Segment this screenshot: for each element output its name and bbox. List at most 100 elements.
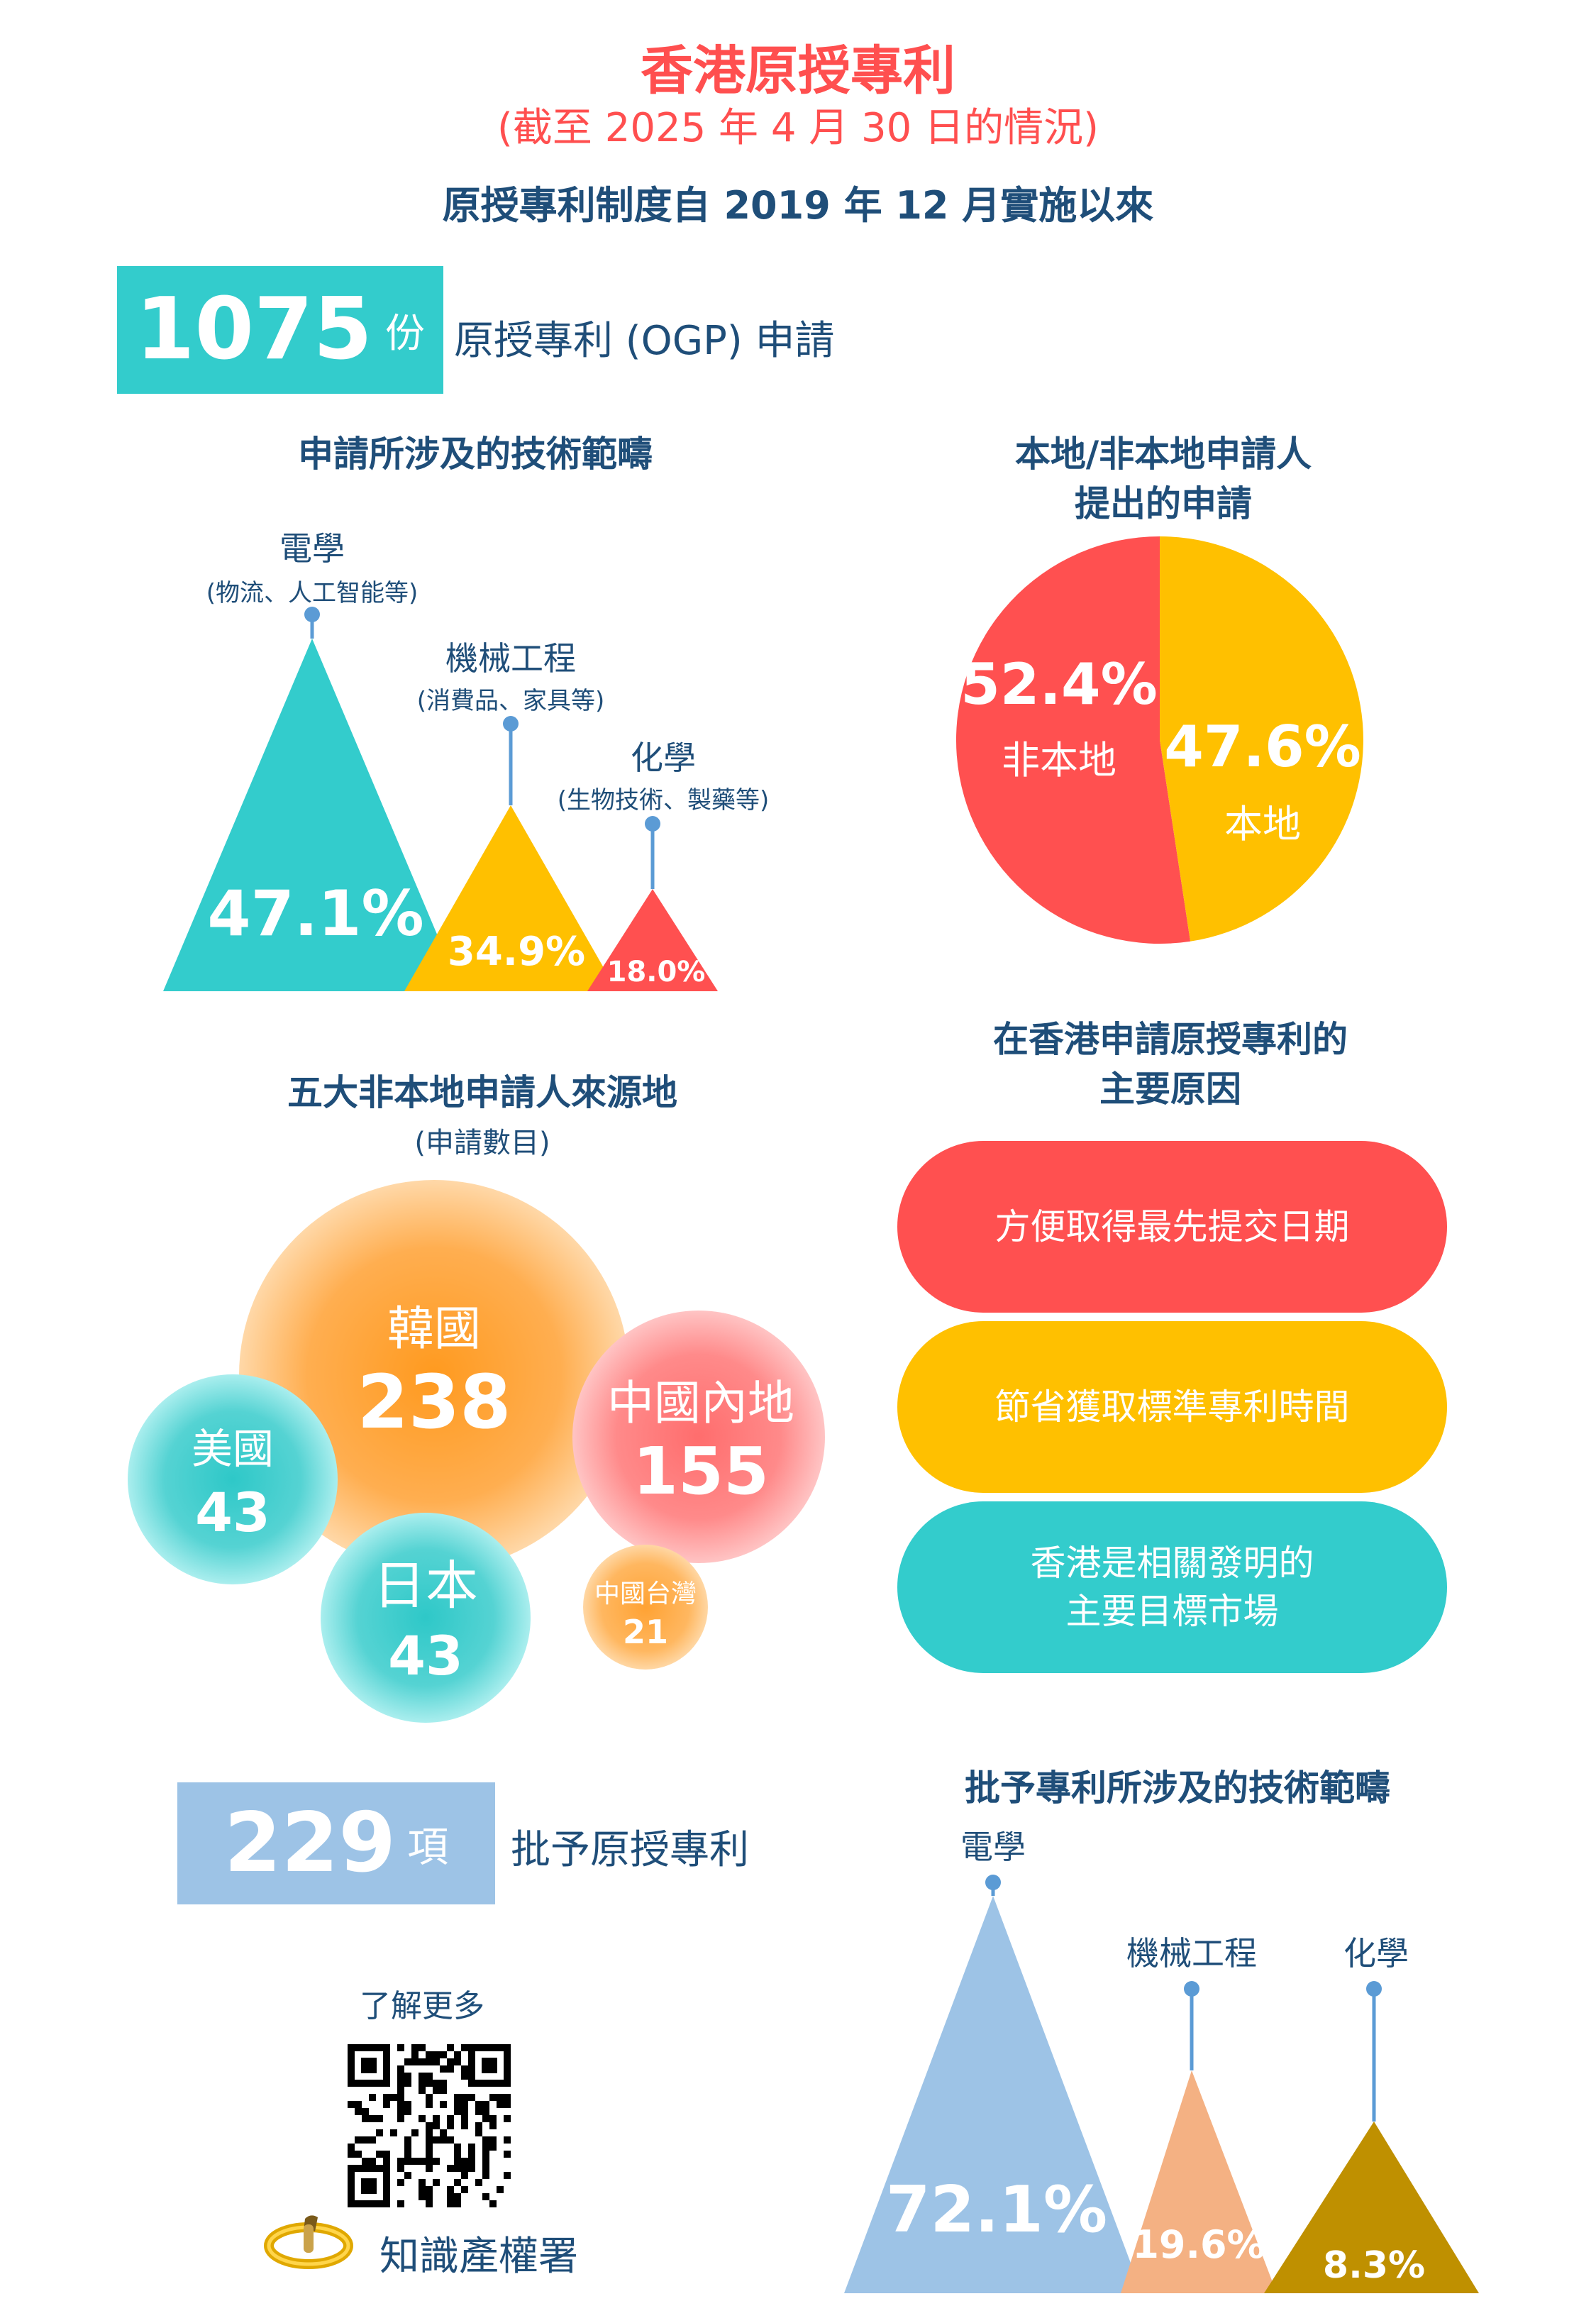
qr-module [397,2115,404,2122]
qr-module [482,2115,489,2122]
qr-module [433,2179,440,2186]
qr-module [397,2065,404,2073]
qr-module [454,2108,461,2115]
qr-module [419,2115,426,2122]
qr-module [426,2165,433,2172]
qr-module [482,2151,489,2158]
qr-module [383,2094,390,2101]
granted-tech-percent-2: 8.3% [1323,2244,1425,2287]
qr-module [426,2158,433,2165]
qr-module [419,2087,426,2094]
qr-module [440,2051,447,2058]
qr-module [390,2129,397,2136]
qr-module [482,2101,489,2108]
qr-module [461,2115,468,2122]
qr-module [355,2151,362,2158]
qr-module [397,2179,404,2186]
qr-module [482,2165,489,2172]
qr-module [397,2073,404,2080]
qr-module [468,2165,475,2172]
qr-module [475,2108,482,2115]
qr-module [426,2151,433,2158]
qr-module [440,2129,447,2136]
qr-module [461,2122,468,2129]
qr-module [426,2122,433,2129]
qr-module [426,2136,433,2144]
qr-module [383,2158,390,2165]
qr-module [411,2051,419,2058]
qr-module [461,2094,468,2101]
qr-module [454,2165,461,2172]
qr-module [461,2065,468,2073]
qr-module [475,2179,482,2186]
qr-module [461,2158,468,2165]
qr-module [454,2144,461,2151]
qr-module [426,2073,433,2080]
qr-module [489,2094,497,2101]
qr-module [426,2186,433,2193]
qr-module [475,2101,482,2108]
qr-module [468,2094,475,2101]
qr-module [461,2165,468,2172]
qr-module [404,2158,411,2165]
qr-module [348,2101,355,2108]
qr-module [440,2065,447,2073]
qr-module [426,2051,433,2058]
qr-module [355,2101,362,2108]
qr-module [504,2101,511,2108]
qr-module [433,2087,440,2094]
qr-module [504,2172,511,2179]
qr-module [404,2144,411,2151]
qr-module [348,2151,355,2158]
qr-module [489,2122,497,2129]
qr-module [447,2065,454,2073]
granted-tech-pin-0 [985,1875,1001,1896]
qr-module [404,2151,411,2158]
qr-module [411,2044,419,2051]
qr-module [419,2044,426,2051]
qr-module [426,2094,433,2101]
qr-module [383,2101,390,2108]
qr-module [397,2080,404,2087]
qr-module [411,2158,419,2165]
qr-module [461,2073,468,2080]
qr-module [447,2165,454,2172]
qr-module [404,2101,411,2108]
ipd-logo-icon [262,2210,355,2278]
qr-module [404,2058,411,2065]
qr-module [397,2087,404,2094]
qr-module [468,2158,475,2165]
qr-module [447,2200,454,2207]
qr-module [397,2165,404,2172]
qr-module [454,2179,461,2186]
qr-module [454,2193,461,2200]
qr-module [482,2193,489,2200]
qr-module [482,2136,489,2144]
qr-module [497,2101,504,2108]
qr-module [397,2094,404,2101]
qr-module [426,2193,433,2200]
qr-module [475,2122,482,2129]
qr-module [433,2158,440,2165]
qr-module [369,2158,376,2165]
qr-module [355,2108,362,2115]
qr-module [369,2115,376,2122]
qr-module [433,2051,440,2058]
qr-module [504,2094,511,2101]
qr-module [447,2044,454,2051]
qr-code-icon[interactable] [344,2041,514,2211]
qr-module [440,2087,447,2094]
qr-module [376,2151,383,2158]
qr-module [447,2058,454,2065]
qr-module [489,2144,497,2151]
qr-module [397,2200,404,2207]
qr-module [411,2058,419,2065]
qr-module [468,2144,475,2151]
qr-module [461,2108,468,2115]
qr-module [348,2144,355,2151]
qr-module [454,2058,461,2065]
qr-module [504,2115,511,2122]
qr-module [461,2186,468,2193]
qr-module [404,2073,411,2080]
